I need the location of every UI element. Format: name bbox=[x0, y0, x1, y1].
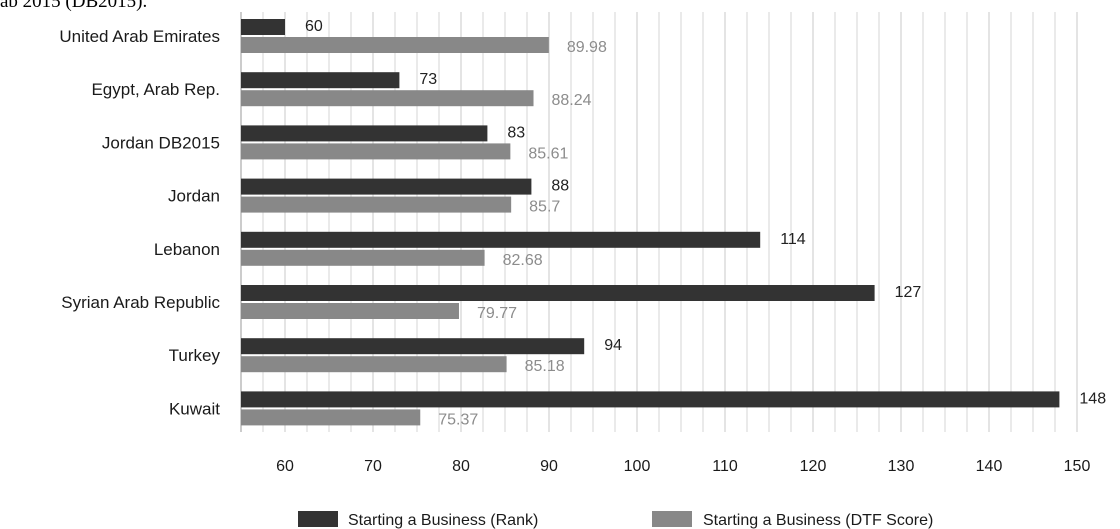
data-label-dtf: 79.77 bbox=[477, 305, 517, 322]
data-label-rank: 73 bbox=[419, 71, 437, 88]
bar-dtf bbox=[241, 90, 534, 107]
bar-rank bbox=[241, 338, 585, 355]
category-label: Syrian Arab Republic bbox=[61, 293, 220, 312]
bar-dtf bbox=[241, 356, 507, 373]
bar-dtf bbox=[241, 37, 549, 53]
x-tick-label: 120 bbox=[800, 458, 827, 475]
bar-rank bbox=[241, 125, 488, 142]
bar-dtf bbox=[241, 409, 421, 426]
legend: Starting a Business (Rank) Starting a Bu… bbox=[298, 511, 933, 529]
data-label-rank: 88 bbox=[551, 178, 569, 195]
category-label: Lebanon bbox=[154, 240, 220, 259]
category-label: United Arab Emirates bbox=[59, 27, 220, 46]
data-label-dtf: 89.98 bbox=[567, 39, 607, 56]
data-label-dtf: 75.37 bbox=[438, 411, 478, 428]
category-label: Kuwait bbox=[169, 399, 220, 418]
x-tick-label: 140 bbox=[976, 458, 1003, 475]
category-label: Egypt, Arab Rep. bbox=[91, 80, 220, 99]
x-tick-label: 130 bbox=[888, 458, 915, 475]
data-label-dtf: 88.24 bbox=[552, 92, 592, 109]
data-label-rank: 83 bbox=[507, 124, 525, 141]
x-axis-tick-labels: 60 70 80 90 100 110 120 130 140 150 bbox=[276, 458, 1090, 475]
data-label-dtf: 85.61 bbox=[528, 145, 568, 162]
legend-swatch-dtf bbox=[652, 511, 692, 527]
bar-rank bbox=[241, 178, 532, 195]
category-label: Turkey bbox=[169, 346, 221, 365]
data-label-rank: 127 bbox=[895, 284, 922, 301]
legend-label-rank: Starting a Business (Rank) bbox=[348, 512, 538, 529]
bar-rank bbox=[241, 231, 761, 248]
x-tick-label: 60 bbox=[276, 458, 294, 475]
bar-dtf bbox=[241, 249, 485, 266]
legend-label-dtf: Starting a Business (DTF Score) bbox=[703, 512, 933, 529]
category-labels: United Arab Emirates Egypt, Arab Rep. Jord… bbox=[59, 27, 220, 418]
bar-rank bbox=[241, 72, 400, 89]
data-label-dtf: 82.68 bbox=[503, 252, 543, 269]
bar-dtf bbox=[241, 196, 512, 213]
bar-rank bbox=[241, 285, 875, 301]
cropped-caption-text: ab 2015 (DB2015). bbox=[0, 0, 148, 12]
x-tick-label: 110 bbox=[712, 458, 738, 475]
data-label-rank: 148 bbox=[1079, 390, 1106, 407]
x-tick-label: 80 bbox=[452, 458, 470, 475]
data-label-rank: 94 bbox=[604, 337, 622, 354]
bar-rank bbox=[241, 391, 1060, 408]
x-tick-label: 100 bbox=[624, 458, 651, 475]
bars bbox=[241, 19, 1060, 426]
bar-dtf bbox=[241, 143, 511, 160]
bar-rank bbox=[241, 19, 285, 35]
bar-dtf bbox=[241, 303, 459, 319]
category-label: Jordan DB2015 bbox=[102, 133, 220, 152]
category-label: Jordan bbox=[168, 187, 220, 206]
data-label-rank: 60 bbox=[305, 18, 323, 35]
data-label-dtf: 85.7 bbox=[529, 199, 560, 216]
x-tick-label: 90 bbox=[540, 458, 558, 475]
x-tick-label: 150 bbox=[1064, 458, 1091, 475]
x-tick-label: 70 bbox=[364, 458, 382, 475]
data-label-rank: 114 bbox=[780, 231, 806, 248]
legend-swatch-rank bbox=[298, 511, 338, 527]
data-label-dtf: 85.18 bbox=[525, 358, 565, 375]
